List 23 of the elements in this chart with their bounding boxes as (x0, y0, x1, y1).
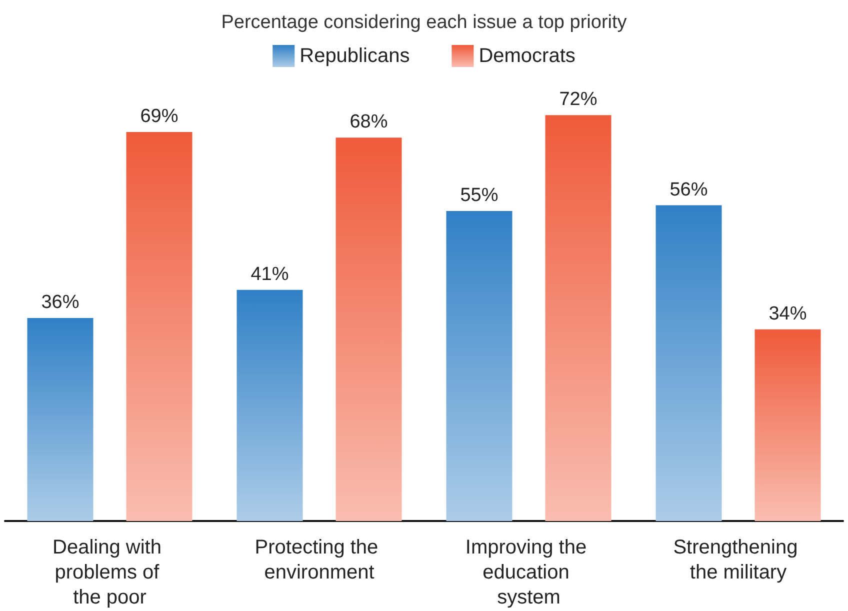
data-label: 68% (350, 112, 388, 133)
legend-label: Democrats (478, 45, 576, 67)
x-tick-label: Improving the education system (465, 536, 592, 608)
bar (126, 132, 192, 521)
data-label: 72% (559, 89, 598, 110)
chart-title: Percentage considering each issue a top priority (221, 12, 628, 33)
x-tick-label: Strengthening the military (673, 536, 804, 584)
data-label: 56% (670, 179, 708, 200)
bar (656, 205, 722, 521)
data-label: 41% (250, 264, 289, 285)
data-label: 55% (460, 184, 498, 206)
data-label: 69% (140, 106, 178, 128)
x-tick-label: Dealing with problems of the poor (52, 536, 168, 608)
legend-label: Republicans (300, 45, 410, 67)
bar (446, 210, 512, 521)
data-label: 36% (41, 292, 80, 314)
bar (754, 329, 821, 521)
bar (336, 138, 402, 521)
bar (27, 318, 94, 521)
data-label: 34% (768, 303, 807, 324)
bar (236, 290, 303, 521)
x-tick-label: Protecting the environment (254, 536, 384, 584)
bar (545, 115, 612, 521)
